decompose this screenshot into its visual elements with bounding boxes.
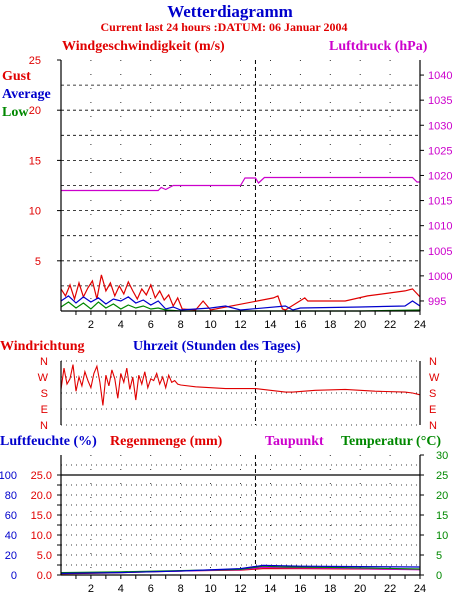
humidity-tick-label: 60 [5,510,17,522]
rain-tick-label: 25.0 [31,470,52,482]
legend-average: Average [2,87,51,102]
direction-right-label: N [429,420,437,432]
rain-tick-label: 20.0 [31,490,52,502]
humidity-hour-label: 8 [178,583,184,595]
series-average [60,295,421,311]
temperature-tick-label: 20 [436,490,448,502]
grid-layer [61,60,420,575]
legend-low: Low [2,105,29,120]
axes-layer: 5101520259951000100510101015102010251030… [0,55,452,595]
rain-tick-label: 0.0 [37,570,52,582]
wind-hour-label: 18 [324,319,336,331]
direction-right-label: N [429,356,437,368]
wind-hour-label: 20 [354,319,366,331]
rain-axis-title: Regenmenge (mm) [110,434,223,449]
humidity-hour-label: 22 [384,583,396,595]
chart-title: Wetterdiagramm [167,2,293,21]
rain-tick-label: 10.0 [31,530,52,542]
humidity-hour-label: 16 [294,583,306,595]
direction-right-label: E [429,404,436,416]
temperature-axis-title: Temperatur (°C) [341,434,441,449]
wind-hour-label: 4 [118,319,124,331]
temperature-tick-label: 30 [436,450,448,462]
pressure-right-tick-label: 1035 [428,95,452,107]
direction-right-label: W [429,372,440,384]
direction-left-label: N [40,420,48,432]
wind-hour-label: 24 [414,319,426,331]
time-axis-title: Uhrzeit (Stunden des Tages) [133,339,301,354]
pressure-right-tick-label: 1005 [428,246,452,258]
legend-gust: Gust [2,69,31,84]
humidity-hour-label: 2 [88,583,94,595]
wind-left-tick-label: 10 [29,206,41,218]
humidity-tick-label: 0 [11,570,17,582]
direction-left-label: S [41,388,48,400]
humidity-tick-label: 40 [5,530,17,542]
wind-left-tick-label: 20 [29,105,41,117]
temperature-tick-label: 25 [436,470,448,482]
pressure-right-tick-label: 1020 [428,170,452,182]
direction-left-label: N [40,356,48,368]
pressure-right-tick-label: 1015 [428,196,452,208]
wind-direction-title: Windrichtung [0,339,85,354]
humidity-hour-label: 12 [234,583,246,595]
temperature-tick-label: 5 [436,550,442,562]
direction-left-label: W [38,372,49,384]
series-luftdruck [61,176,420,192]
rain-tick-label: 5.0 [37,550,52,562]
humidity-tick-label: 80 [5,490,17,502]
direction-right-label: S [429,388,436,400]
pressure-right-tick-label: 1025 [428,145,452,157]
wind-left-tick-label: 5 [35,256,41,268]
pressure-right-tick-label: 1000 [428,271,452,283]
wind-hour-label: 12 [234,319,246,331]
pressure-right-tick-label: 1040 [428,70,452,82]
wind-hour-label: 14 [264,319,276,331]
humidity-tick-label: 100 [0,470,17,482]
pressure-right-tick-label: 1030 [428,120,452,132]
pressure-right-tick-label: 1010 [428,221,452,233]
humidity-hour-label: 10 [204,583,216,595]
humidity-hour-label: 4 [118,583,124,595]
wind-hour-label: 8 [178,319,184,331]
humidity-hour-label: 14 [264,583,276,595]
series-windrichtung [60,364,421,406]
wind-hour-label: 22 [384,319,396,331]
temperature-tick-label: 0 [436,570,442,582]
wind-hour-label: 6 [148,319,154,331]
wind-speed-axis-title: Windgeschwindigkeit (m/s) [62,39,225,54]
pressure-axis-title: Luftdruck (hPa) [329,39,428,54]
wind-hour-label: 2 [88,319,94,331]
temperature-tick-label: 15 [436,510,448,522]
wind-hour-label: 16 [294,319,306,331]
series-temperatur [60,565,421,574]
humidity-hour-label: 24 [414,583,426,595]
wind-left-tick-label: 15 [29,155,41,167]
humidity-hour-label: 20 [354,583,366,595]
humidity-tick-label: 20 [5,550,17,562]
humidity-hour-label: 18 [324,583,336,595]
direction-left-label: E [41,404,48,416]
series-luftfeuchte [60,564,421,574]
temperature-tick-label: 10 [436,530,448,542]
pressure-right-tick-label: 995 [428,296,446,308]
humidity-axis-title: Luftfeuchte (%) [0,434,97,449]
rain-tick-label: 15.0 [31,510,52,522]
humidity-hour-label: 6 [148,583,154,595]
wind-hour-label: 10 [204,319,216,331]
dewpoint-title: Taupunkt [265,434,324,449]
wind-left-tick-label: 25 [29,55,41,67]
chart-subtitle: Current last 24 hours :DATUM: 06 Januar … [100,20,347,34]
